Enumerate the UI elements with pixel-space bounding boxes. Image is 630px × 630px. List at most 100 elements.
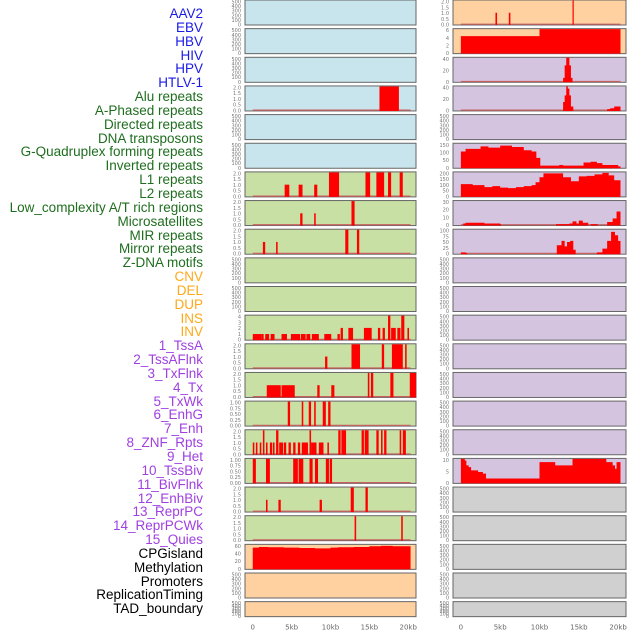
y-tick-label: 0.0 — [233, 366, 241, 372]
track-panel: 0 20 40 — [443, 85, 627, 114]
x-tick-label: 15kb — [570, 624, 588, 630]
y-tick-label: 400 — [439, 577, 449, 583]
track-label: MIR repeats — [129, 227, 203, 243]
y-tick-label: 300 — [439, 295, 449, 301]
y-tick-label: 100 — [231, 75, 241, 81]
panel-background — [452, 114, 627, 141]
y-tick-label: 1.0 — [233, 498, 241, 504]
y-tick-label: 100 — [439, 562, 449, 568]
y-tick-label: 300 — [231, 582, 241, 588]
y-tick-label: 500 — [231, 573, 241, 579]
y-tick-label: 30 — [443, 200, 449, 206]
data-bar — [364, 430, 369, 455]
y-tick-label: 0 — [446, 51, 449, 57]
panel-background — [244, 200, 417, 227]
y-tick-label: 400 — [439, 520, 449, 526]
y-tick-label: 1.0 — [233, 97, 241, 103]
y-tick-label: 400 — [231, 147, 241, 153]
y-tick-label: 500 — [439, 544, 449, 550]
y-tick-label: 400 — [231, 604, 241, 610]
y-tick-label: 400 — [439, 434, 449, 440]
y-tick-label: 0.00 — [230, 424, 241, 430]
y-tick-label: 500 — [439, 573, 449, 579]
data-bar — [293, 458, 298, 484]
data-bar — [265, 458, 270, 484]
y-tick-label: 1.0 — [233, 183, 241, 189]
y-tick-label: 20 — [443, 97, 449, 103]
data-bar — [300, 334, 306, 341]
y-tick-label: 20 — [443, 68, 449, 74]
y-tick-label: 100 — [439, 133, 449, 139]
panel-background — [452, 85, 627, 112]
data-bar — [288, 442, 291, 455]
y-tick-label: 400 — [231, 61, 241, 67]
track-label: 12_EnhBiv — [137, 490, 203, 506]
track-label: A-Phased repeats — [94, 102, 203, 118]
data-bar — [318, 442, 324, 455]
y-tick-label: 100 — [439, 183, 449, 189]
data-bar — [290, 334, 301, 341]
y-tick-label: 0.5 — [233, 217, 241, 223]
y-tick-label: 0 — [238, 567, 241, 573]
y-tick-label: 400 — [439, 377, 449, 383]
data-bar — [309, 430, 312, 455]
data-bar — [340, 327, 343, 341]
y-tick-label: 500 — [439, 372, 449, 378]
y-tick-label: 1.0 — [441, 11, 449, 17]
data-bar — [361, 430, 364, 455]
y-tick-label: 0.75 — [230, 464, 241, 470]
y-tick-label: 100 — [439, 229, 449, 235]
data-bar — [399, 430, 402, 455]
track-label: CNV — [174, 269, 203, 285]
y-tick-label: 500 — [439, 315, 449, 321]
data-bar — [401, 315, 405, 341]
panel-background — [452, 228, 627, 255]
data-bar — [328, 172, 340, 197]
y-tick-label: 100 — [231, 161, 241, 167]
y-tick-label: 500 — [231, 57, 241, 63]
y-tick-label: 300 — [439, 553, 449, 559]
track-label: 10_TssBiv — [141, 462, 203, 478]
y-tick-label: 0 — [446, 108, 449, 114]
y-tick-label: 0.5 — [441, 17, 449, 23]
y-tick-label: 1.5 — [233, 521, 241, 527]
y-tick-label: 300 — [439, 606, 449, 612]
y-tick-label: 1.5 — [233, 91, 241, 97]
y-tick-label: 500 — [231, 143, 241, 149]
y-tick-label: 6 — [446, 28, 449, 34]
y-tick-label: 300 — [439, 496, 449, 502]
y-tick-label: 50 — [443, 158, 449, 164]
y-tick-label: 500 — [231, 0, 241, 6]
data-bar — [314, 458, 319, 484]
data-bar — [252, 458, 256, 484]
y-tick-label: 0.5 — [233, 189, 241, 195]
y-tick-label: 100 — [231, 591, 241, 597]
data-bar — [327, 442, 329, 455]
y-tick-label: 0.0 — [233, 194, 241, 200]
y-tick-label: 2 — [446, 43, 449, 49]
y-tick-label: 0 — [446, 424, 449, 430]
track-label: Inverted repeats — [105, 158, 203, 174]
panel-background — [244, 0, 417, 26]
data-bar — [365, 487, 368, 513]
y-tick-label: 10 — [443, 458, 449, 464]
y-tick-label: 1 — [238, 332, 241, 338]
y-tick-label: 40 — [443, 85, 449, 91]
y-tick-label: 400 — [439, 319, 449, 325]
y-tick-label: 100 — [439, 276, 449, 282]
data-bar — [317, 385, 320, 398]
y-tick-label: 400 — [439, 604, 449, 610]
y-tick-label: 0 — [238, 23, 241, 29]
x-tick-label: 10kb — [531, 624, 549, 630]
data-bar — [287, 401, 291, 427]
data-bar — [301, 442, 308, 455]
track-label: 11_BivFlnk — [137, 476, 203, 492]
